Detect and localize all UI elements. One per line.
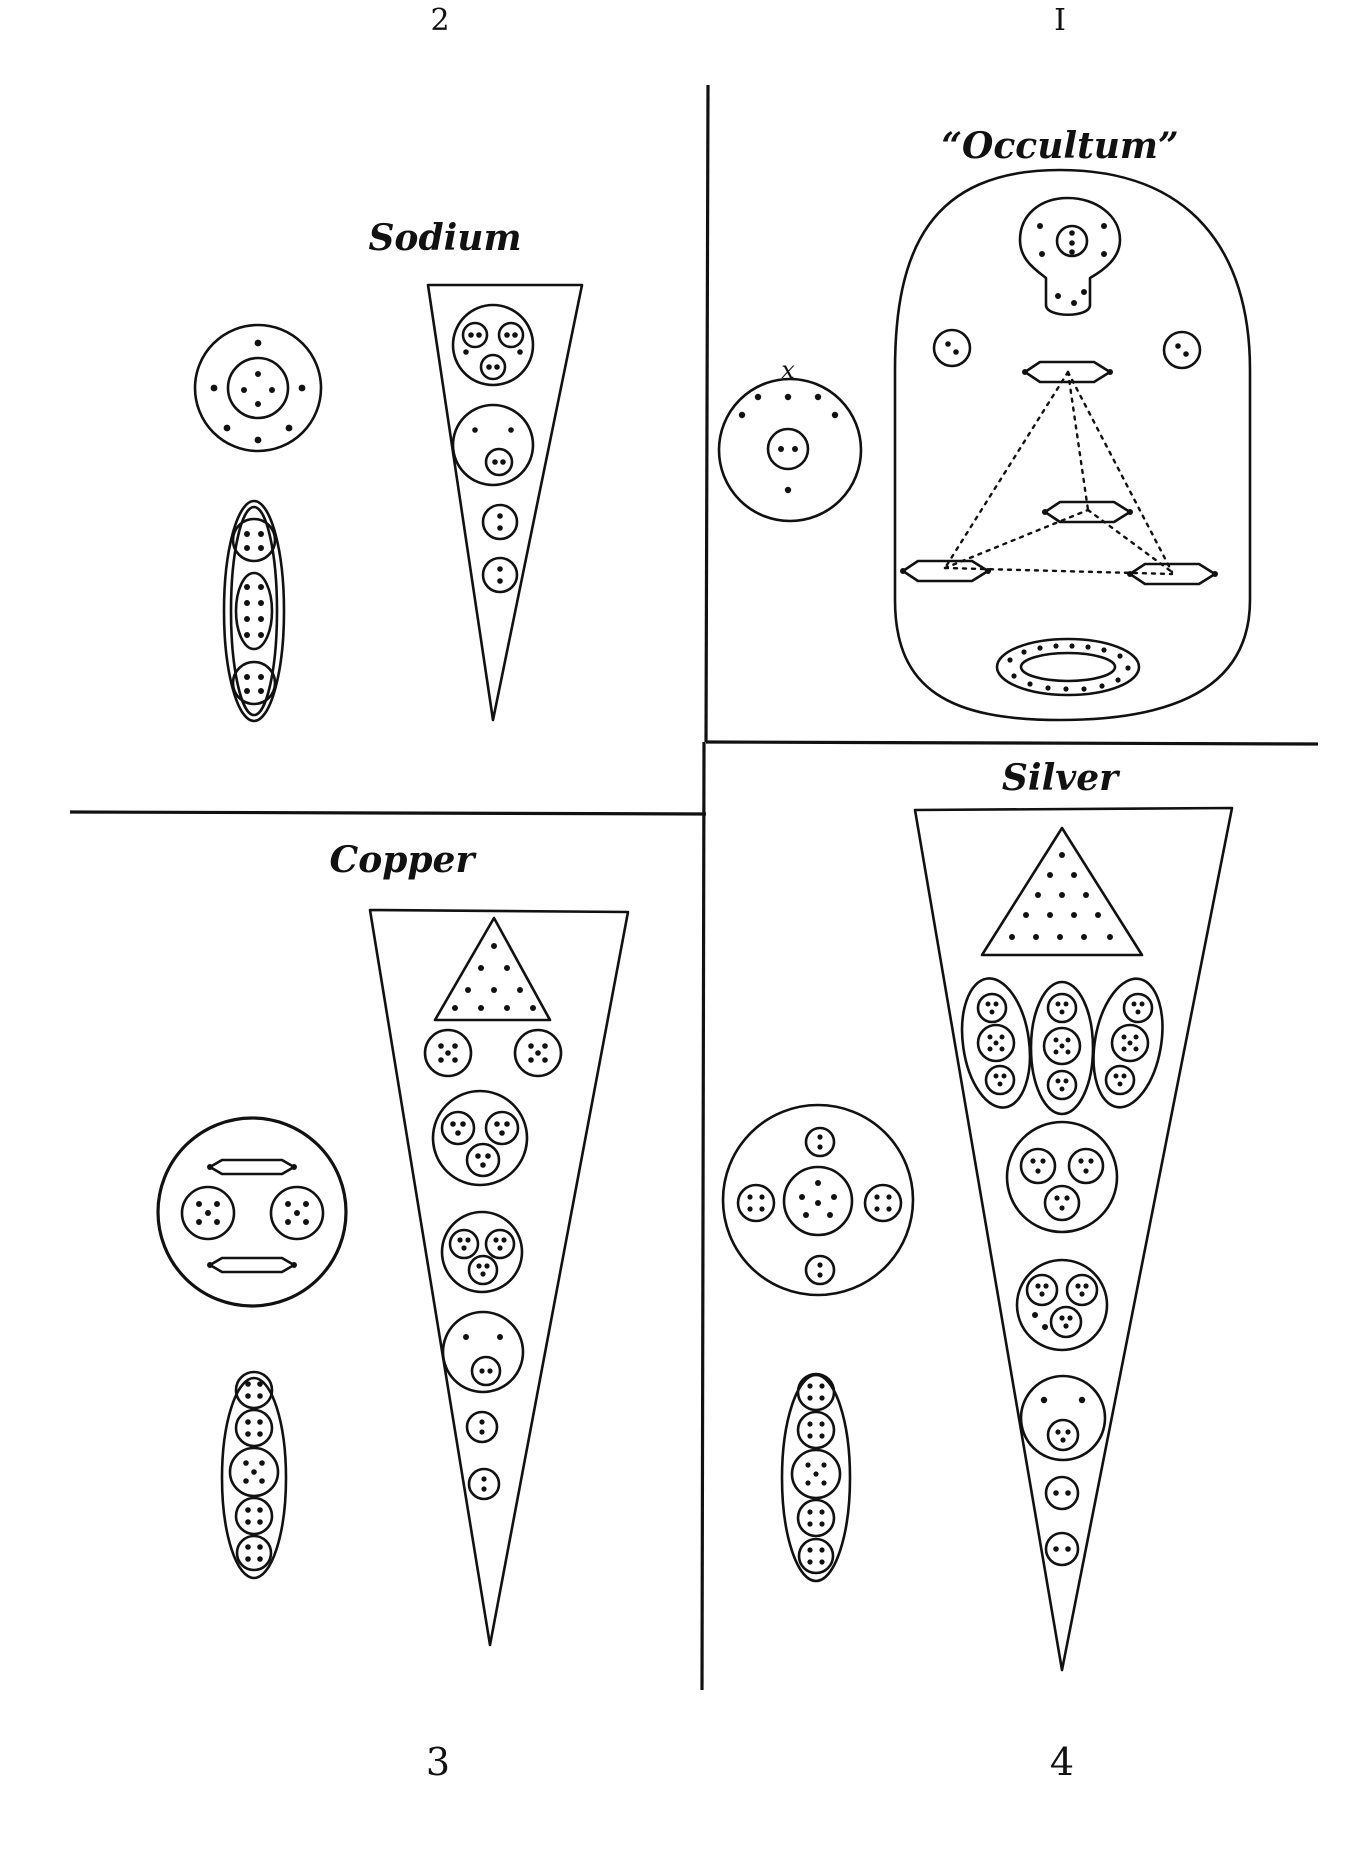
occultum-sphere: x (717, 356, 863, 523)
silver-sphere (721, 1103, 915, 1297)
silver-funnel-triangle (980, 826, 1144, 957)
silver-funnel-group-left (960, 977, 1032, 1109)
sodium-funnel (426, 283, 584, 722)
silver-funnel-group-right (1092, 977, 1164, 1109)
occultum-sphere-marker: x (781, 356, 795, 384)
occultum-body (893, 168, 1252, 722)
occultum-link-middle (1042, 500, 1133, 524)
divider-vertical-top (704, 84, 710, 743)
occultum-funnel-top (1018, 196, 1122, 316)
copper-title: Copper (330, 839, 478, 881)
page-number-top-left: 2 (430, 3, 449, 38)
divider-horizontal-left (69, 810, 707, 816)
sodium-rod (222, 499, 286, 723)
sodium-sphere (193, 323, 323, 453)
silver-funnel-group-middle (1029, 980, 1095, 1116)
occultum-link-top (1022, 360, 1113, 384)
occultum-link-left (900, 559, 991, 583)
silver-title: Silver (1002, 757, 1121, 799)
copper-funnel (368, 908, 630, 1647)
page-number-bottom-right: 4 (1050, 1740, 1074, 1784)
page-number-top-right: I (1054, 3, 1066, 38)
occultum-triangle-links (943, 370, 1174, 576)
sodium-title: Sodium (368, 217, 521, 259)
occultum-ring (995, 637, 1141, 697)
occultum-link-right (1127, 562, 1218, 586)
divider-vertical-bottom (700, 741, 706, 1691)
copper-rod (220, 1370, 288, 1580)
silver-rod (780, 1372, 852, 1583)
occultum-title: “Occultum” (941, 125, 1178, 167)
copper-funnel-triangle (433, 916, 552, 1022)
panel-silver: Silver (721, 757, 1234, 1672)
silver-funnel (913, 806, 1234, 1672)
divider-horizontal-right (705, 740, 1319, 746)
panel-sodium: Sodium (193, 217, 584, 723)
panel-copper: Copper (156, 839, 630, 1647)
copper-sphere (156, 1116, 348, 1308)
page-number-bottom-left: 3 (426, 1740, 450, 1784)
panel-dividers (69, 84, 1319, 1691)
panel-occultum: “Occultum” x (717, 125, 1252, 722)
